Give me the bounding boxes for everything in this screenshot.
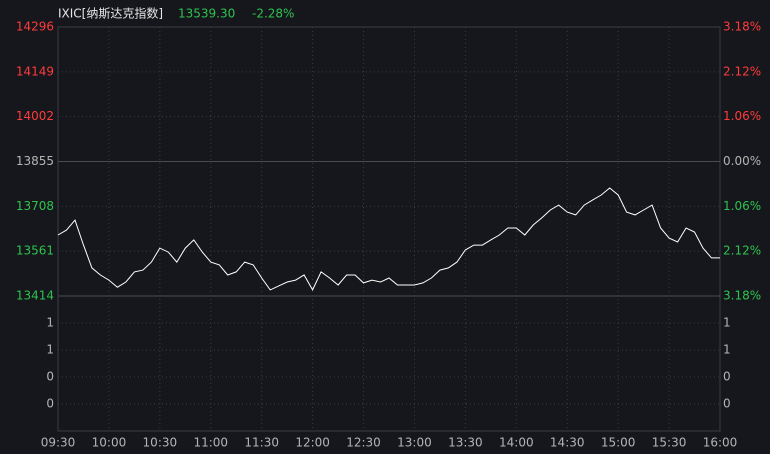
- y2-tick-label: 3.18%: [723, 20, 761, 34]
- y2-tick-label: 2.12%: [723, 244, 761, 258]
- y2-tick-label: 1.06%: [723, 199, 761, 213]
- y-tick-label: 13561: [16, 244, 54, 258]
- x-tick-label: 14:30: [550, 436, 585, 450]
- volume-axis-label: 0: [46, 370, 54, 384]
- volume-axis-label: 1: [46, 343, 54, 357]
- y-tick-label: 13414: [16, 289, 54, 303]
- change: -2.28%: [252, 7, 294, 21]
- x-tick-label: 14:00: [499, 436, 534, 450]
- last-price: 13539.30: [178, 7, 235, 21]
- y2-tick-label: 2.12%: [723, 64, 761, 78]
- x-tick-label: 11:00: [193, 436, 228, 450]
- x-tick-label: 09:30: [41, 436, 76, 450]
- y2-tick-label: 0.00%: [723, 154, 761, 168]
- y-tick-label: 13708: [16, 199, 54, 213]
- y-tick-label: 13855: [16, 154, 54, 168]
- chart-title: IXIC[纳斯达克指数]: [58, 6, 163, 21]
- y2-tick-label: 3.18%: [723, 289, 761, 303]
- y-tick-label: 14296: [16, 20, 54, 34]
- x-tick-label: 11:30: [244, 436, 279, 450]
- x-tick-label: 10:30: [143, 436, 178, 450]
- price-line: [57, 187, 720, 291]
- y2-tick-label: 1.06%: [723, 109, 761, 123]
- volume-axis-label: 1: [723, 316, 731, 330]
- x-tick-label: 15:00: [601, 436, 636, 450]
- x-tick-label: 10:00: [92, 436, 127, 450]
- x-tick-label: 12:00: [295, 436, 330, 450]
- volume-axis-label: 0: [723, 370, 731, 384]
- volume-axis-label: 0: [46, 397, 54, 411]
- x-tick-label: 13:00: [397, 436, 432, 450]
- x-tick-label: 12:30: [346, 436, 381, 450]
- x-tick-label: 15:30: [652, 436, 687, 450]
- x-tick-label: 16:00: [703, 436, 738, 450]
- volume-axis-label: 1: [723, 343, 731, 357]
- plot-frame: [57, 26, 721, 432]
- y-tick-label: 14002: [16, 109, 54, 123]
- x-tick-label: 13:30: [448, 436, 483, 450]
- y-tick-label: 14149: [16, 64, 54, 78]
- volume-axis-label: 1: [46, 316, 54, 330]
- volume-axis-label: 0: [723, 397, 731, 411]
